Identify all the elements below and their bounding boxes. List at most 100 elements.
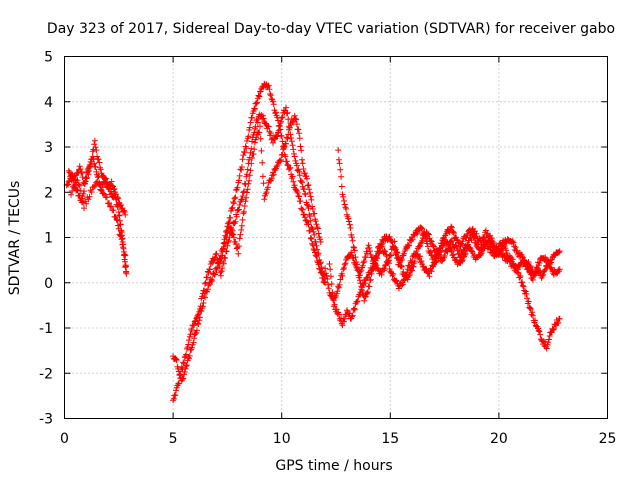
data-point [172, 392, 179, 398]
data-point [337, 276, 344, 283]
data-point [284, 135, 291, 142]
data-point [283, 110, 290, 117]
data-point [260, 180, 267, 187]
data-point [524, 265, 531, 272]
data-point [405, 242, 412, 249]
data-point [310, 246, 317, 252]
data-point [82, 178, 89, 185]
data-point [297, 143, 304, 150]
data-point [122, 211, 129, 218]
data-point [396, 285, 402, 292]
data-point [455, 239, 462, 246]
data-point [264, 184, 271, 191]
data-point [116, 212, 123, 219]
data-point [78, 170, 85, 177]
data-point [335, 283, 342, 290]
data-point [341, 201, 348, 208]
data-point [492, 247, 499, 254]
data-point [81, 205, 87, 212]
data-point [390, 271, 397, 277]
data-point [253, 100, 260, 107]
data-point [361, 297, 368, 304]
data-point [296, 135, 303, 142]
data-point [274, 132, 281, 139]
data-point [113, 216, 120, 223]
data-point [342, 204, 349, 211]
data-point [323, 272, 330, 279]
data-point [401, 277, 408, 284]
data-point [302, 191, 309, 198]
data-point [239, 216, 246, 223]
data-point [108, 178, 115, 185]
data-point [229, 204, 236, 211]
data-point [293, 121, 300, 128]
data-point [200, 300, 207, 306]
data-point [245, 180, 252, 187]
data-point [231, 220, 238, 227]
data-point [233, 213, 240, 220]
data-point [191, 322, 198, 329]
data-point [418, 258, 425, 264]
data-point [266, 128, 273, 135]
data-point [270, 139, 276, 146]
data-point [97, 166, 104, 173]
data-point [393, 278, 400, 285]
data-point [312, 238, 319, 245]
data-point [503, 250, 510, 257]
data-point [366, 244, 373, 251]
data-point [194, 327, 200, 334]
data-point [85, 171, 92, 178]
data-point [301, 170, 308, 177]
x-tick-label: 20 [490, 431, 508, 447]
data-point [440, 254, 447, 261]
data-point [385, 260, 392, 267]
data-point [512, 244, 519, 251]
data-point [249, 138, 255, 145]
data-point [352, 254, 359, 261]
data-point [476, 252, 483, 259]
data-point [238, 166, 245, 173]
data-point [289, 173, 296, 180]
data-point [433, 253, 440, 259]
data-point [202, 294, 208, 301]
data-point [239, 156, 246, 163]
data-point [201, 287, 208, 294]
data-point [91, 182, 98, 189]
data-point [180, 359, 187, 366]
data-point [238, 222, 245, 229]
data-point [196, 306, 203, 312]
data-point [313, 221, 320, 228]
data-point [100, 190, 107, 197]
data-point [123, 270, 130, 277]
data-point [466, 244, 473, 251]
data-point [398, 256, 405, 263]
data-point [236, 206, 242, 213]
data-point [291, 153, 298, 160]
data-point [401, 250, 408, 257]
data-point [236, 243, 242, 250]
data-point [413, 248, 420, 255]
data-point [514, 269, 521, 276]
data-point [280, 146, 287, 153]
data-point [428, 238, 435, 245]
data-point [410, 263, 417, 270]
data-point [240, 152, 247, 159]
data-point [121, 209, 128, 215]
data-point [224, 229, 231, 236]
data-point [386, 233, 393, 240]
data-point [243, 145, 250, 152]
data-point [464, 232, 471, 239]
data-point [255, 92, 262, 99]
data-point [320, 278, 327, 285]
data-point [296, 130, 303, 137]
data-point [308, 235, 315, 242]
data-point [459, 241, 465, 248]
data-point [417, 253, 423, 260]
data-point [285, 131, 292, 138]
data-point [291, 150, 297, 157]
data-point [234, 184, 241, 191]
data-point [207, 261, 214, 267]
data-point [247, 119, 254, 126]
data-point [236, 172, 243, 179]
data-point [83, 175, 90, 182]
